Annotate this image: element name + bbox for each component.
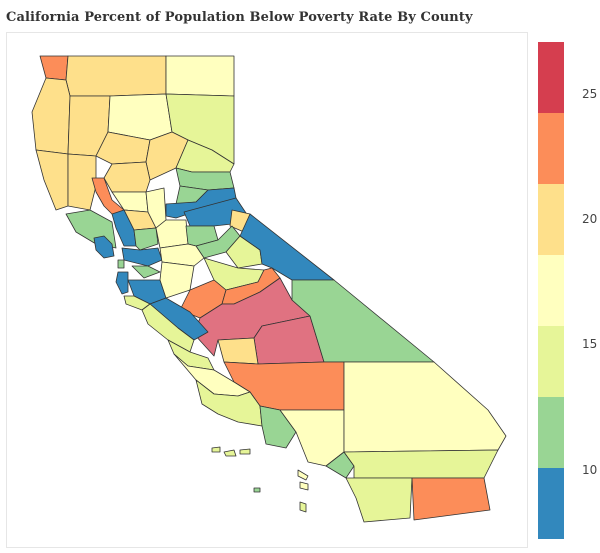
county[interactable] (411, 477, 491, 521)
colorbar-tick-label: 20 (582, 212, 597, 226)
county[interactable] (217, 337, 259, 365)
colorbar: 10 15 20 25 (538, 42, 597, 539)
county-layer (31, 55, 507, 523)
colorbar-bin (538, 468, 564, 539)
county[interactable] (253, 487, 261, 493)
county[interactable] (35, 149, 69, 211)
county[interactable] (117, 259, 125, 269)
county[interactable] (159, 261, 195, 299)
colorbar-bin (538, 255, 564, 326)
county[interactable] (165, 55, 235, 97)
county[interactable] (121, 247, 163, 267)
county[interactable] (155, 219, 189, 249)
colorbar-bin (538, 42, 564, 113)
county[interactable] (239, 213, 335, 281)
county[interactable] (141, 303, 195, 353)
county[interactable] (115, 271, 129, 295)
county[interactable] (67, 153, 97, 211)
county[interactable] (343, 449, 499, 479)
colorbar-tick-label: 15 (582, 337, 597, 351)
county[interactable] (299, 501, 307, 513)
county[interactable] (211, 446, 221, 453)
colorbar-bin (538, 326, 564, 397)
county[interactable] (103, 161, 151, 193)
county[interactable] (93, 235, 115, 259)
map-title: California Percent of Population Below P… (6, 10, 473, 25)
colorbar-tick-label: 10 (582, 463, 597, 477)
county[interactable] (65, 55, 167, 97)
colorbar-tick-label: 25 (582, 87, 597, 101)
county[interactable] (131, 265, 161, 279)
county[interactable] (39, 55, 69, 81)
county[interactable] (239, 448, 251, 455)
county[interactable] (297, 469, 309, 481)
colorbar-bin (538, 113, 564, 184)
colorbar-bin (538, 184, 564, 255)
county[interactable] (133, 227, 159, 251)
colorbar-bin (538, 397, 564, 468)
county[interactable] (31, 77, 71, 155)
map-frame (6, 32, 528, 548)
county[interactable] (299, 481, 309, 491)
county[interactable] (345, 477, 413, 523)
county[interactable] (107, 93, 173, 141)
county[interactable] (343, 361, 507, 453)
county[interactable] (223, 449, 237, 457)
